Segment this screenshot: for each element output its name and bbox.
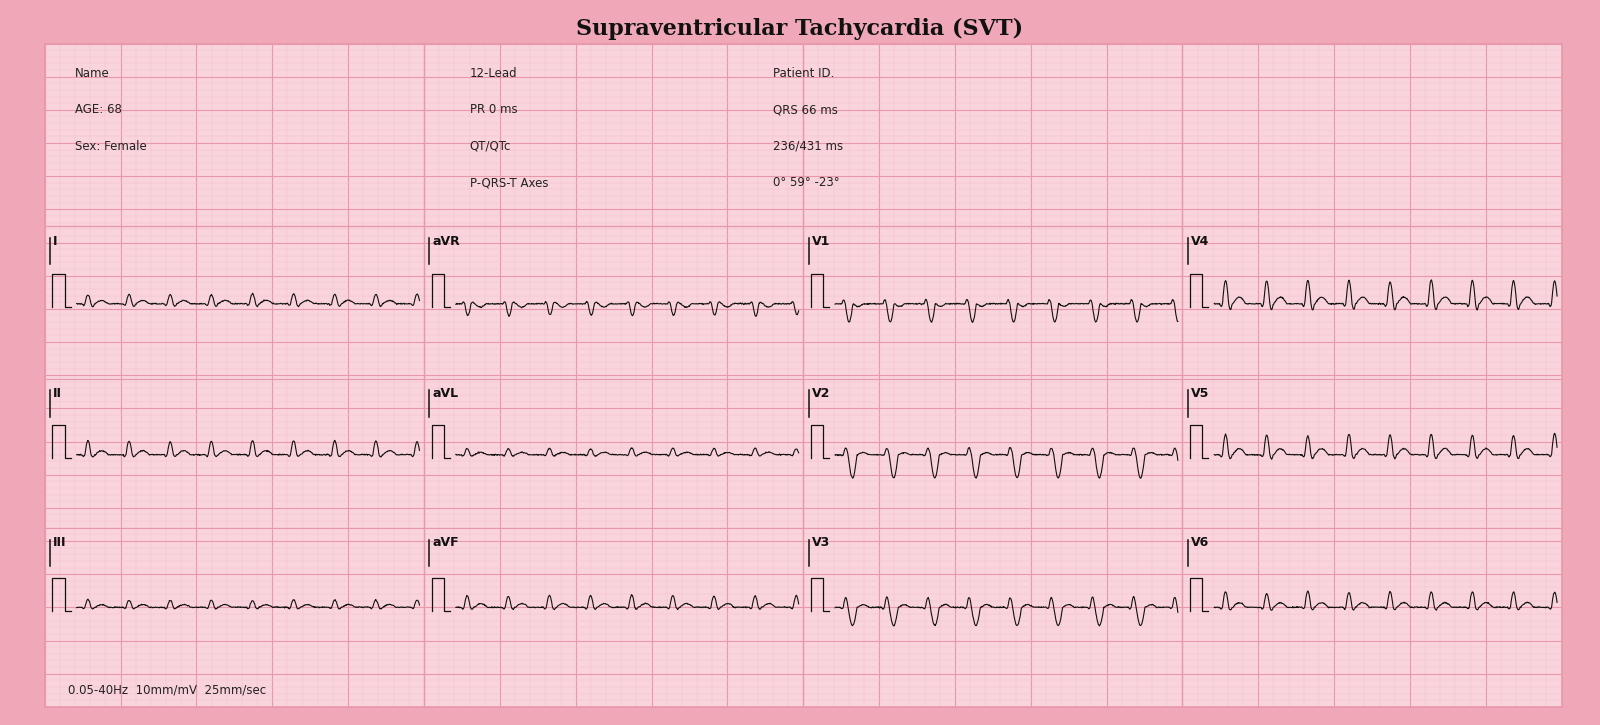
Text: V5: V5 [1190, 387, 1210, 400]
Text: V3: V3 [811, 536, 830, 550]
Text: Patient ID.: Patient ID. [773, 67, 834, 80]
Text: Sex: Female: Sex: Female [75, 140, 147, 153]
Text: 12-Lead: 12-Lead [469, 67, 517, 80]
Text: III: III [53, 536, 67, 550]
Text: Supraventricular Tachycardia (SVT): Supraventricular Tachycardia (SVT) [576, 18, 1024, 40]
Text: II: II [53, 387, 62, 400]
Text: Name: Name [75, 67, 110, 80]
Text: PR 0 ms: PR 0 ms [469, 103, 517, 116]
Text: V6: V6 [1190, 536, 1210, 550]
Text: I: I [53, 235, 58, 247]
Text: QRS 66 ms: QRS 66 ms [773, 103, 838, 116]
Text: V2: V2 [811, 387, 830, 400]
Text: 0.05-40Hz  10mm/mV  25mm/sec: 0.05-40Hz 10mm/mV 25mm/sec [67, 684, 266, 697]
Text: QT/QTc: QT/QTc [469, 140, 510, 153]
Text: 0° 59° -23°: 0° 59° -23° [773, 176, 840, 189]
Text: AGE: 68: AGE: 68 [75, 103, 122, 116]
Text: aVL: aVL [432, 387, 459, 400]
Text: aVF: aVF [432, 536, 459, 550]
Text: V4: V4 [1190, 235, 1210, 247]
Text: aVR: aVR [432, 235, 461, 247]
Text: V1: V1 [811, 235, 830, 247]
Text: 236/431 ms: 236/431 ms [773, 140, 843, 153]
Text: P-QRS-T Axes: P-QRS-T Axes [469, 176, 549, 189]
